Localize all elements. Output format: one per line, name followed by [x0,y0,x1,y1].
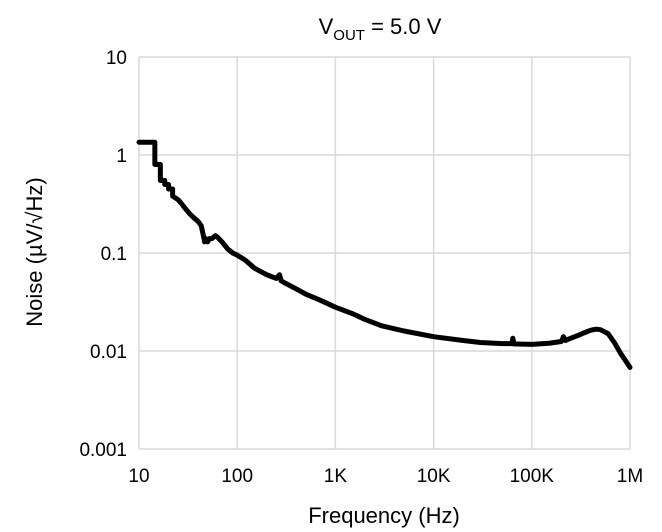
x-tick-label: 100 [221,466,253,487]
x-tick-label: 1K [324,466,348,487]
tick-labels: 10 100 1K 10K 100K 1M 0.001 0.01 0.1 1 10 [79,48,643,487]
x-tick-label: 100K [510,466,555,487]
x-tick-label: 10 [128,466,149,487]
y-tick-label: 10 [106,48,127,69]
chart-title: VOUT = 5.0 V [319,14,442,44]
chart-title-subscript: OUT [333,27,365,44]
chart-title-main: V [319,14,334,39]
chart-title-rest: = 5.0 V [365,14,442,39]
y-tick-label: 0.01 [90,342,127,363]
x-axis-title: Frequency (Hz) [308,503,460,528]
grid [138,56,631,450]
y-axis-title: Noise (µV/√Hz) [22,177,47,326]
y-tick-label: 1 [116,146,127,167]
y-tick-label: 0.001 [79,440,127,461]
y-tick-label: 0.1 [101,244,127,265]
x-tick-label: 1M [617,466,643,487]
noise-series-line [136,139,633,370]
x-tick-label: 10K [417,466,451,487]
